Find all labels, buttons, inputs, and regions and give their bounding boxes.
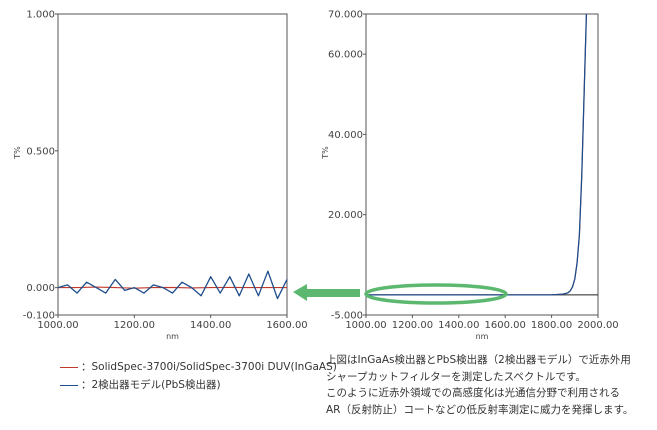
- caption-line-2: シャープカットフィルターを測定したスペクトルです。: [326, 370, 586, 383]
- chart-2-x-tick-label: 2000.00: [577, 320, 618, 331]
- chart-2-x-tick-label: 1800.00: [531, 320, 572, 331]
- chart-2-y-tick-label: 70.000: [328, 10, 363, 21]
- chart-1-plot-frame: [57, 13, 288, 316]
- legend-label-pbs: ：2検出器モデル(PbS検出器): [81, 379, 221, 391]
- chart-1-x-tick-label: 1400.00: [190, 320, 231, 331]
- legend-swatch-pbs: [60, 384, 78, 386]
- highlight-arrow: [293, 284, 360, 301]
- caption-line-1: 上図はInGaAs検出器とPbS検出器（2検出器モデル）で近赤外用: [326, 354, 631, 366]
- chart-2-x-axis-label: nm: [476, 332, 489, 340]
- chart-2-x-tick-label: 1200.00: [392, 320, 433, 331]
- chart-2-y-tick-label: 40.000: [328, 130, 363, 141]
- legend-label-ingaas: ：SolidSpec-3700i/SolidSpec-3700i DUV(InG…: [81, 361, 337, 373]
- chart-2-x-tick-label: 1000.00: [345, 320, 386, 331]
- chart-2-y-tick-label: -5.000: [331, 311, 363, 322]
- chart-2-y-tick-label: 60.000: [328, 50, 363, 61]
- chart-2-series-line-pbs: [366, 13, 588, 296]
- chart-1-y-tick-label: 0.500: [26, 146, 55, 157]
- chart-1-y-tick-label: 0.000: [26, 283, 55, 294]
- chart-1-series-line-pbs: [57, 270, 288, 300]
- legend: ：SolidSpec-3700i/SolidSpec-3700i DUV(InG…: [60, 358, 337, 394]
- chart-1-x-axis-label: nm: [166, 332, 179, 340]
- chart-1-x-tick-label: 1600.00: [266, 320, 307, 331]
- chart-2-plot-frame: [365, 13, 599, 316]
- chart-1-y-tick-label: 1.000: [26, 10, 55, 21]
- chart-1-y-tick-label: -0.100: [23, 311, 55, 322]
- chart-2-y-tick-label: 20.000: [328, 210, 363, 221]
- highlight-ellipse: [364, 283, 508, 305]
- chart-1-y-axis-label: T%: [13, 146, 22, 160]
- chart-1-x-tick-label: 1200.00: [114, 320, 155, 331]
- caption-text: 上図はInGaAs検出器とPbS検出器（2検出器モデル）で近赤外用 シャープカッ…: [326, 352, 656, 418]
- spectra-figure: 1000.00 1200.00 1400.00 1600.00 -0.100 0.000 0…: [13, 10, 619, 341]
- chart-2-x-tick-label: 1400.00: [438, 320, 479, 331]
- caption-line-4: AR（反射防止）コートなどの低反射率測定に威力を発揮します。: [326, 403, 634, 416]
- chart-2-x-tick-label: 1600.00: [485, 320, 526, 331]
- chart-1-series-line-ingaas: [58, 286, 287, 289]
- chart-2-series-line-ingaas: [366, 13, 587, 296]
- caption-line-3: このように近赤外領域での高感度化は光通信分野で利用される: [326, 387, 620, 399]
- chart-1-x-tick-label: 1000.00: [37, 320, 78, 331]
- legend-item-pbs: ：2検出器モデル(PbS検出器): [60, 376, 337, 394]
- chart-2-y-axis-label: T%: [321, 146, 330, 160]
- legend-swatch-ingaas: [60, 366, 78, 368]
- legend-item-ingaas: ：SolidSpec-3700i/SolidSpec-3700i DUV(InG…: [60, 358, 337, 376]
